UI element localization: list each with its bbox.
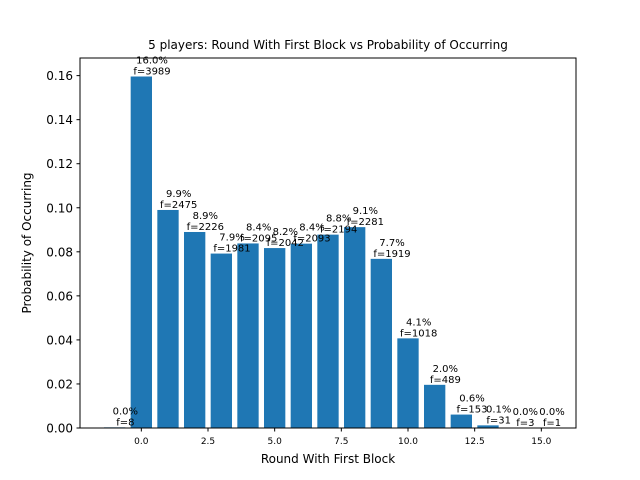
y-tick-label: 0.10 <box>46 201 73 215</box>
x-tick-label: 15.0 <box>531 437 551 447</box>
bar-5 <box>264 248 286 428</box>
chart-title: 5 players: Round With First Block vs Pro… <box>148 38 508 52</box>
bar-percent-label: 8.4% <box>299 223 324 234</box>
bar-3 <box>210 253 232 428</box>
y-tick-label: 0.02 <box>46 377 73 391</box>
bar-frequency-label: f=2475 <box>160 200 197 211</box>
y-tick-label: 0.00 <box>46 422 73 436</box>
y-tick-label: 0.08 <box>46 245 73 259</box>
x-tick-label: 10.0 <box>398 437 418 447</box>
bar-frequency-label: f=2042 <box>267 238 304 249</box>
plot-frame <box>79 57 577 429</box>
bar-frequency-label: f=8 <box>116 417 134 428</box>
bar-percent-label: 0.0% <box>113 406 138 417</box>
bar-0 <box>130 76 152 428</box>
y-axis-title: Probability of Occurring <box>20 172 34 313</box>
y-tick-label: 0.06 <box>46 289 73 303</box>
bar-percent-label: 0.0% <box>513 407 538 418</box>
x-axis-ticks: 0.0 2.5 5.0 7.5 10.0 12.5 15.0 <box>134 428 552 447</box>
bar-percent-label: 9.1% <box>353 206 378 217</box>
bar-frequency-label: f=1 <box>543 418 561 429</box>
y-tick-label: 0.14 <box>46 113 73 127</box>
bar-percent-label: 8.4% <box>246 222 271 233</box>
x-tick-label: 7.5 <box>334 437 348 447</box>
bar-frequency-label: f=2095 <box>240 233 277 244</box>
bar-7 <box>317 234 339 428</box>
bar-percent-label: 7.9% <box>219 233 244 244</box>
bar-8 <box>344 227 366 428</box>
bar-frequency-label: f=2194 <box>320 225 357 236</box>
bar-percent-label: 7.7% <box>379 238 404 249</box>
bar-frequency-label: f=2093 <box>293 234 330 245</box>
bar-2 <box>184 231 206 428</box>
bar-annotations-group: 0.0%f=816.0%f=39899.9%f=24758.9%f=22267.… <box>113 56 565 429</box>
bar-4 <box>237 243 259 428</box>
bar-percent-label: 8.2% <box>273 227 298 238</box>
bar-9 <box>370 258 392 428</box>
bars-group <box>104 76 552 428</box>
bar-13 <box>477 425 499 428</box>
bar-frequency-label: f=1018 <box>400 328 437 339</box>
bar-1 <box>157 209 179 428</box>
bar-frequency-label: f=3989 <box>133 67 170 78</box>
bar-11 <box>424 384 446 428</box>
bar-frequency-label: f=3 <box>516 418 534 429</box>
x-axis-title: Round With First Block <box>261 452 395 466</box>
bar-frequency-label: f=2281 <box>347 217 384 228</box>
bar-percent-label: 4.1% <box>406 317 431 328</box>
bar-frequency-label: f=1981 <box>213 244 250 255</box>
x-tick-label: 2.5 <box>201 437 215 447</box>
x-tick-label: 5.0 <box>268 437 283 447</box>
x-tick-label: 0.0 <box>134 437 149 447</box>
bar-percent-label: 0.1% <box>486 404 511 415</box>
y-tick-label: 0.12 <box>46 157 73 171</box>
y-tick-label: 0.16 <box>46 69 73 83</box>
bar-percent-label: 0.6% <box>459 394 484 405</box>
bar-6 <box>290 243 312 428</box>
bar-10 <box>397 338 419 428</box>
y-axis-ticks: 0.00 0.02 0.04 0.06 0.08 0.10 0.12 0.14 0.16 <box>46 69 80 436</box>
bar-percent-label: 8.8% <box>326 214 351 225</box>
bar-frequency-label: f=153 <box>457 405 488 416</box>
bar-frequency-label: f=1919 <box>373 249 410 260</box>
bar-12 <box>450 414 472 428</box>
bar-percent-label: 9.9% <box>166 189 191 200</box>
bar-frequency-label: f=489 <box>430 375 461 386</box>
bar-frequency-label: f=2226 <box>187 222 224 233</box>
bar-percent-label: 8.9% <box>193 211 218 222</box>
bar-percent-label: 0.0% <box>539 407 564 418</box>
y-tick-label: 0.04 <box>46 333 73 347</box>
bar-percent-label: 2.0% <box>433 364 458 375</box>
bar-frequency-label: f=31 <box>486 415 511 426</box>
bar-percent-label: 16.0% <box>136 56 168 67</box>
x-tick-label: 12.5 <box>465 437 485 447</box>
